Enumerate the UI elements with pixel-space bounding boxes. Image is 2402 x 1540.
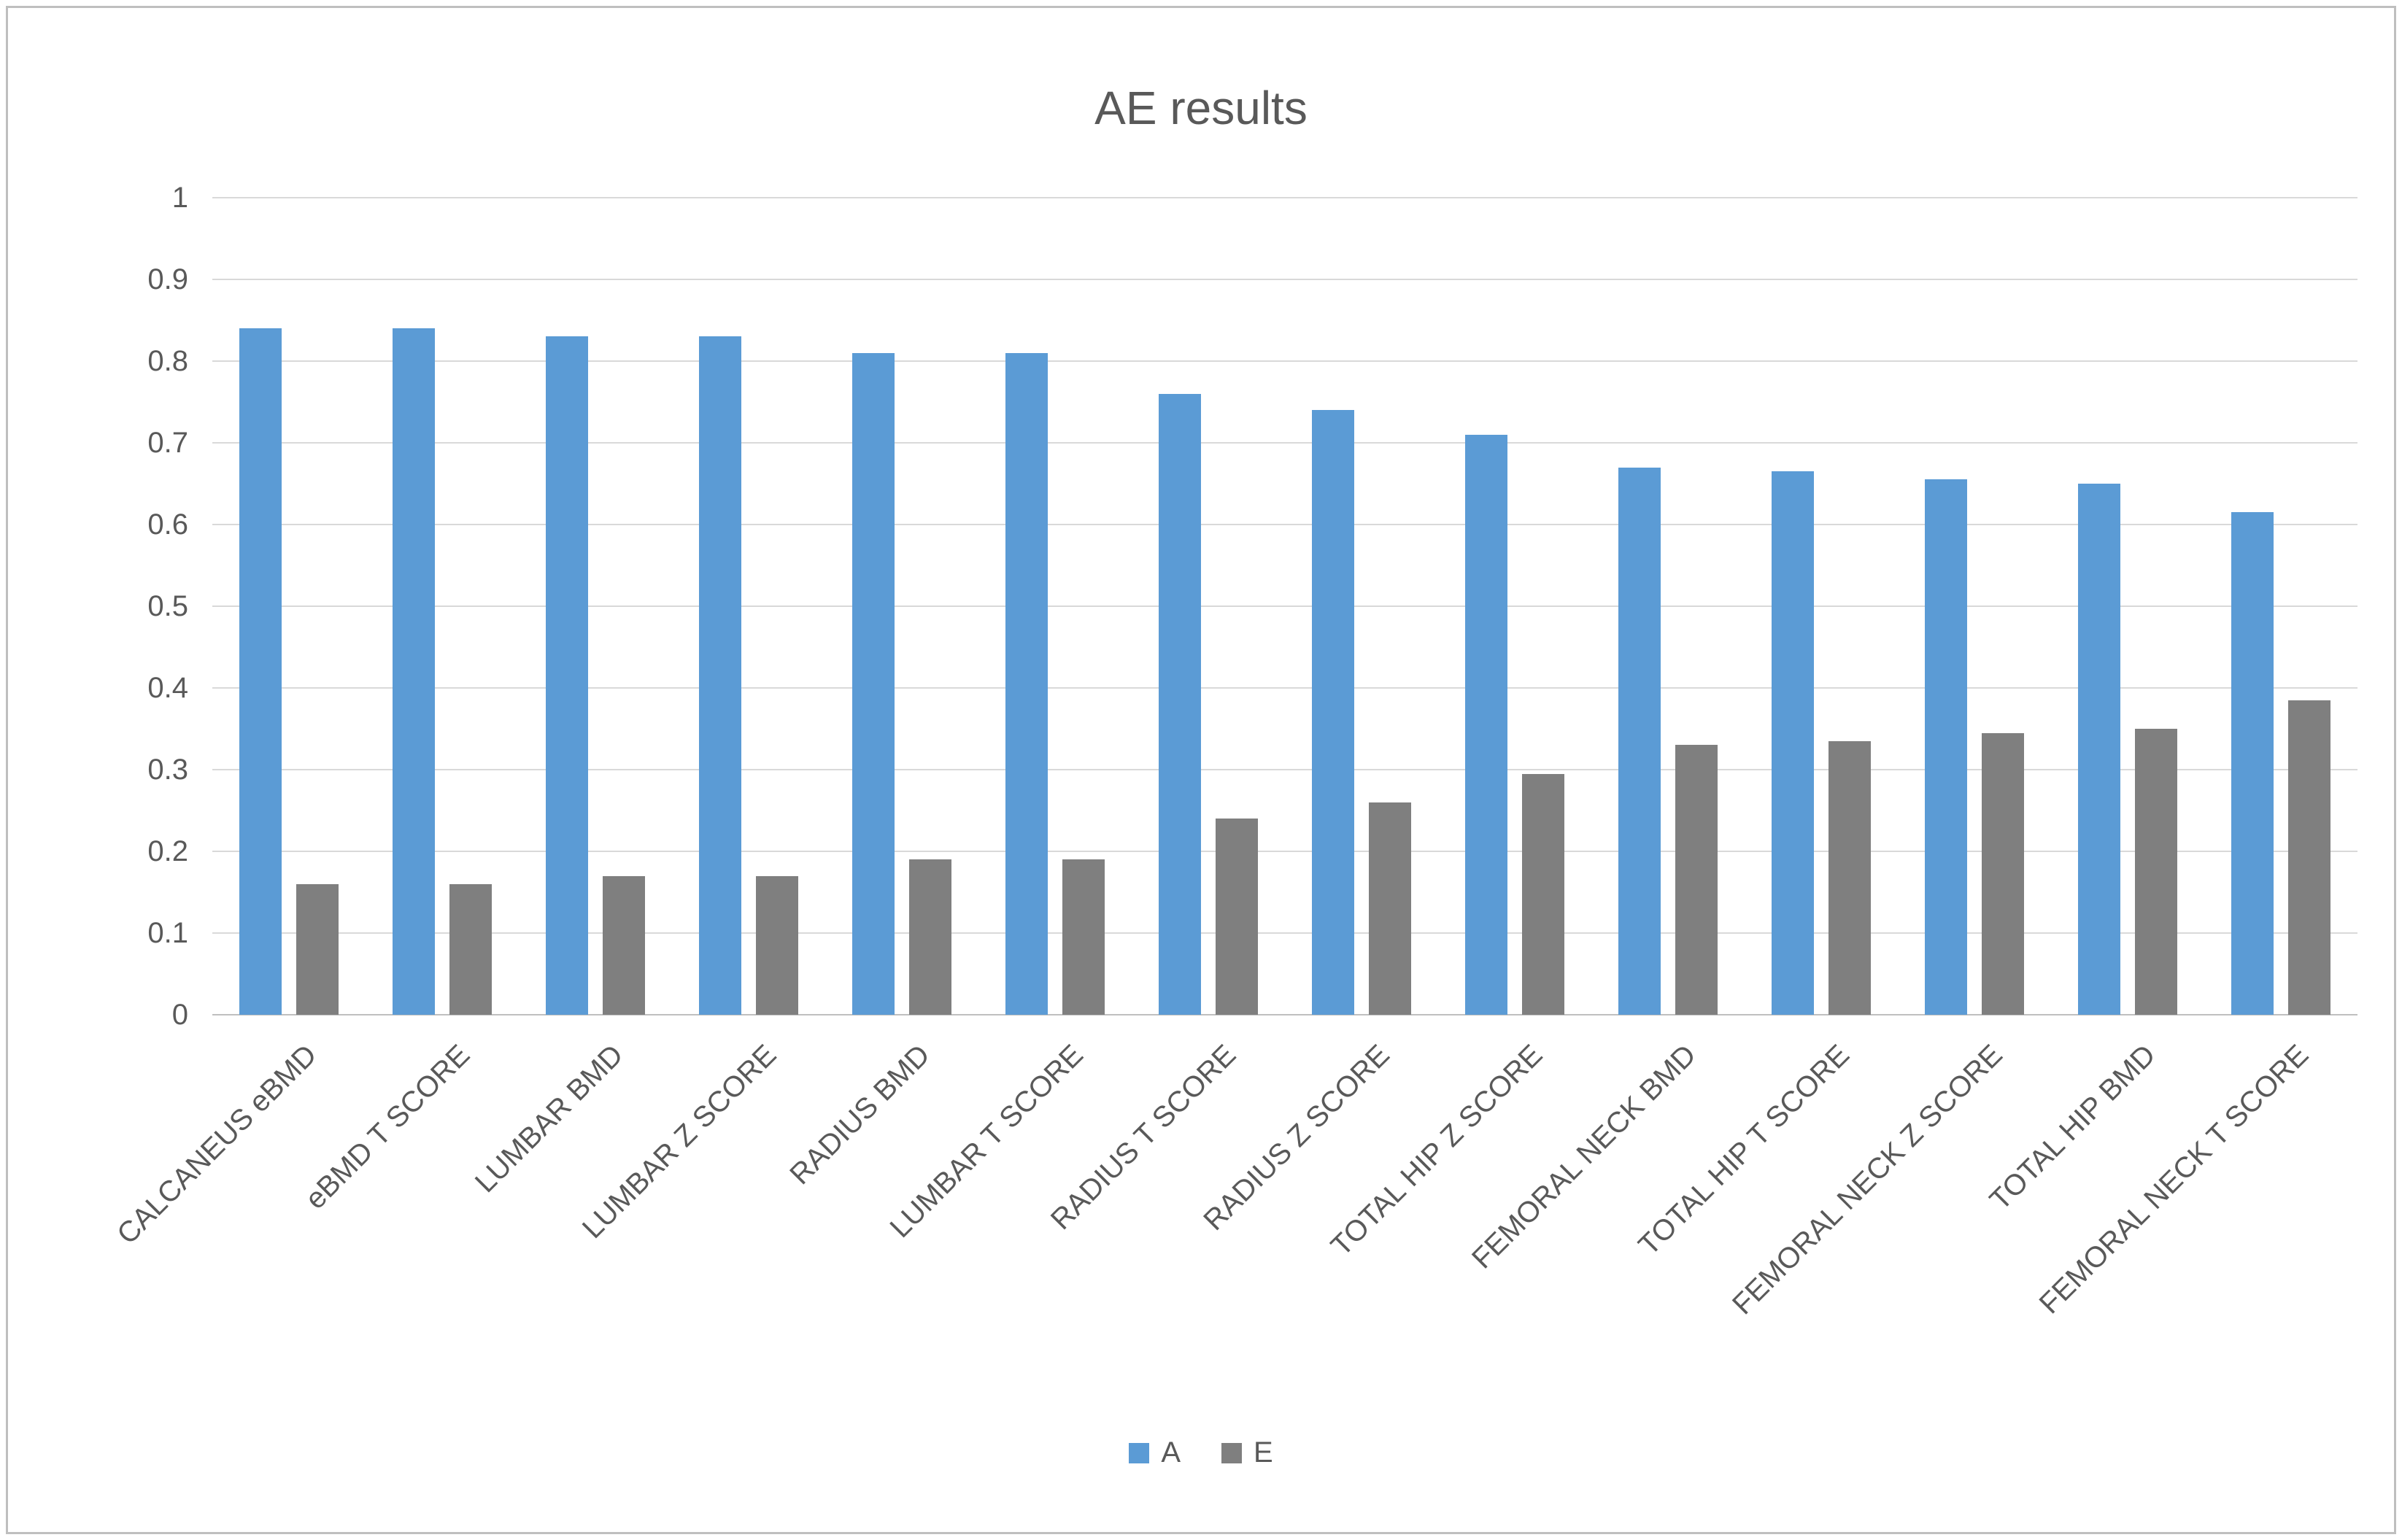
chart-title: AE results [1094,82,1308,134]
gridline [212,605,2357,607]
bar-A-3 [546,336,588,1015]
y-axis-tick-label: 0.9 [147,263,188,295]
y-axis-tick-label: 1 [171,182,188,214]
y-axis-tick-label: 0.8 [147,345,188,377]
y-axis-tick-label: 0.1 [147,917,188,949]
y-axis-tick-label: 0 [171,999,188,1031]
x-axis-category-label: CALCANEUS eBMD [111,1038,323,1251]
bar-E-8 [1369,802,1411,1015]
bar-A-7 [1159,393,1201,1015]
bar-A-11 [1772,471,1814,1015]
bar-E-3 [603,875,645,1015]
y-axis-tick-label: 0.2 [147,835,188,867]
bar-A-8 [1312,410,1354,1015]
x-axis-category-label: FEMORAL NECK T SCORE [2034,1038,2315,1320]
bar-A-4 [699,336,741,1015]
bar-E-7 [1216,819,1258,1015]
y-axis-tick-label: 0.5 [147,590,188,622]
gridline [212,932,2357,934]
bar-A-9 [1465,434,1507,1015]
plot-area: 0 0.1 0.2 0.3 0.4 0.5 0.6 0.7 0.8 0.9 1 CALCANEUS e… [8,8,2394,1532]
bar-E-12 [1982,732,2024,1015]
bar-A-13 [2078,484,2120,1015]
bar-A-1 [239,328,282,1015]
x-axis-category-label: eBMD T SCORE [299,1038,476,1215]
gridline [212,851,2357,852]
x-axis-category-label: FEMORAL NECK Z SCORE [1726,1038,2009,1321]
y-axis-tick-label: 0.3 [147,754,188,786]
bar-A-12 [1925,479,1967,1015]
x-axis-category-label: TOTAL HIP BMD [1984,1038,2162,1217]
bar-E-9 [1522,773,1564,1015]
legend-item-E: E [1221,1436,1273,1469]
bar-A-14 [2231,512,2274,1015]
legend-item-A: A [1129,1436,1181,1469]
gridline [212,279,2357,280]
x-axis-line [212,1014,2357,1015]
bar-A-2 [393,328,435,1015]
bar-A-6 [1005,352,1048,1015]
bar-E-2 [449,883,492,1015]
legend-label: A [1161,1436,1181,1469]
bar-E-14 [2288,700,2330,1015]
x-axis-category-label: LUMBAR BMD [469,1038,630,1199]
bar-A-10 [1618,467,1661,1015]
gridline [212,524,2357,525]
bar-E-5 [909,859,951,1015]
gridline [212,360,2357,362]
legend-swatch-icon [1221,1442,1242,1463]
x-axis-category-label: RADIUS BMD [784,1038,936,1191]
y-axis-tick-label: 0.6 [147,508,188,541]
bar-E-13 [2135,729,2177,1015]
chart-frame: AE results 0 0.1 0.2 0.3 0.4 0.5 0.6 0.7 0.8 0.9 1… [6,6,2396,1534]
bar-E-1 [296,883,339,1015]
gridline [212,442,2357,444]
gridline [212,687,2357,689]
y-axis-tick-label: 0.7 [147,427,188,459]
y-axis-tick-label: 0.4 [147,672,188,704]
bar-E-10 [1675,745,1718,1015]
gridline [212,197,2357,198]
bar-E-4 [756,875,798,1015]
bar-E-6 [1062,859,1105,1015]
legend-swatch-icon [1129,1442,1150,1463]
legend-label: E [1254,1436,1273,1469]
bar-E-11 [1828,740,1871,1015]
bar-A-5 [852,352,895,1015]
gridline [212,769,2357,770]
